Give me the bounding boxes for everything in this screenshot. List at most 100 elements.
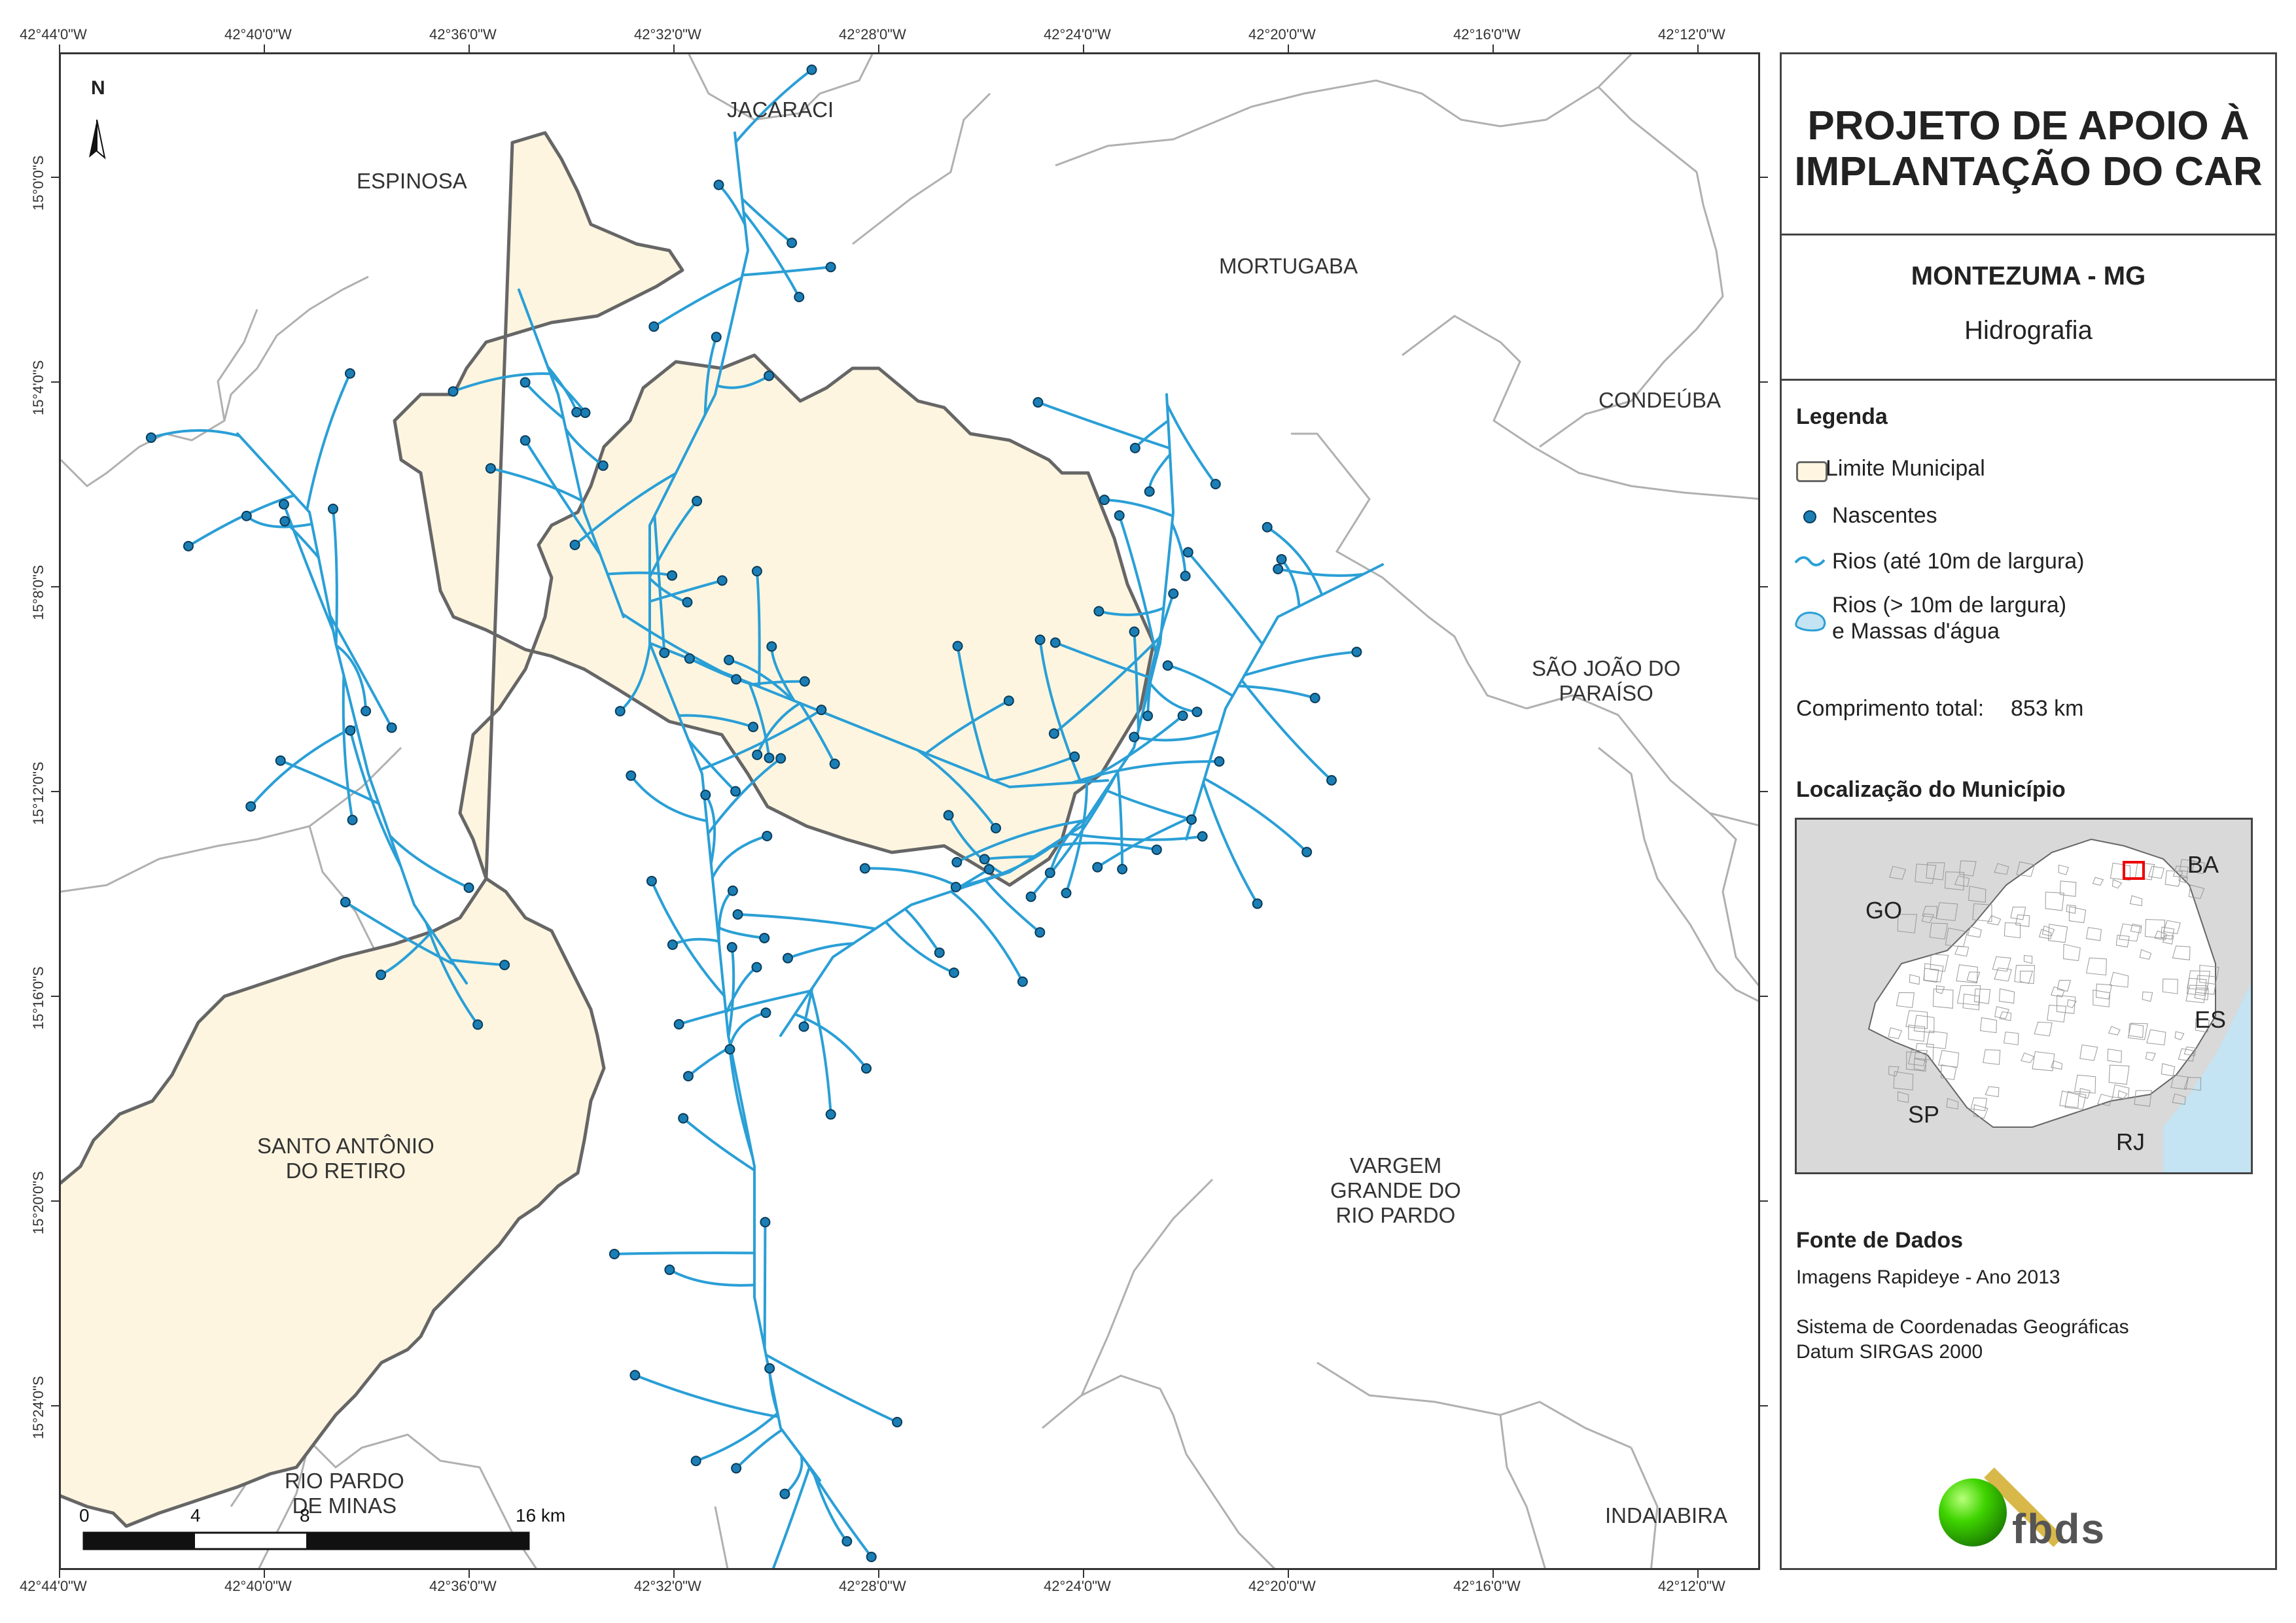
tick-label-bottom: 42°44'0"W <box>20 1578 87 1594</box>
tick-mark <box>1697 44 1699 52</box>
spring-point <box>860 1063 872 1074</box>
municipality-name: MONTEZUMA - MG <box>1911 262 2146 290</box>
spring-point <box>1114 510 1125 521</box>
municipality-cell <box>2016 861 2036 877</box>
spring-point <box>1099 495 1110 506</box>
river-line <box>652 276 743 328</box>
spring-point <box>806 64 817 75</box>
river-line <box>783 1454 804 1495</box>
municipality-cell <box>2093 989 2111 1007</box>
spring-point <box>646 875 657 886</box>
tick-mark <box>1760 381 1768 383</box>
neighbor-rio-pardo-de-minas: RIO PARDO DE MINAS <box>285 1469 404 1518</box>
municipality-cell <box>1922 905 1938 918</box>
municipality-cell <box>1979 1017 1998 1034</box>
river-line <box>947 814 1005 876</box>
tick-label-bottom: 42°16'0"W <box>1453 1578 1521 1594</box>
spring-point <box>1252 898 1263 909</box>
municipality-cell <box>2145 1051 2156 1061</box>
tick-label-top: 42°28'0"W <box>839 26 906 43</box>
tick-label-left: 15°16'0"S <box>30 966 46 1030</box>
spring-point <box>724 654 735 665</box>
river-line <box>1280 557 1301 608</box>
spring-point <box>520 377 531 388</box>
river-line <box>523 439 602 556</box>
spring-point <box>779 1488 790 1499</box>
state-label-ba: BA <box>2187 851 2219 878</box>
river-line <box>956 644 991 780</box>
legend-title: Legenda <box>1796 404 1888 429</box>
river-line <box>1171 522 1187 578</box>
tick-mark <box>1760 996 1768 997</box>
spring-point <box>1151 844 1162 855</box>
spring-point <box>664 1265 675 1276</box>
spring-point <box>759 932 770 943</box>
river-line <box>736 913 877 930</box>
municipality-cell <box>2119 923 2141 942</box>
spring-point <box>951 856 963 867</box>
river-line <box>771 1465 811 1568</box>
fbds-logo: fbds <box>1937 1433 2113 1552</box>
spring-point <box>1050 637 1061 648</box>
municipality-cell <box>1932 988 1954 1009</box>
spring-point <box>764 370 775 381</box>
spring-point <box>376 969 387 981</box>
spring-point <box>340 897 351 908</box>
spring-point <box>1197 831 1208 842</box>
neighbor-santo-antonio-line2: DO RETIRO <box>285 1159 406 1183</box>
spring-point <box>798 1021 809 1032</box>
municipality-cell <box>1905 1010 1928 1030</box>
map-canvas[interactable] <box>61 54 1760 1570</box>
mg-municipal-grid <box>1888 859 2219 1119</box>
tick-label-bottom: 42°36'0"W <box>429 1578 497 1594</box>
municipality-cell <box>2186 977 2207 996</box>
tick-mark <box>468 1570 470 1578</box>
tick-label-top: 42°16'0"W <box>1453 26 1521 43</box>
spring-point <box>1182 547 1193 558</box>
river-line <box>236 432 468 985</box>
spring-point <box>825 1109 836 1120</box>
neighbor-sao-joao-do-paraiso: SÃO JOÃO DO PARAÍSO <box>1532 656 1680 706</box>
location-map[interactable]: GO BA ES SP RJ <box>1795 818 2253 1174</box>
tick-mark <box>1760 586 1768 587</box>
municipality-cell <box>1959 860 1977 877</box>
spring-point <box>1326 775 1337 786</box>
tick-mark <box>673 44 675 52</box>
scale-label-4: 4 <box>190 1505 201 1526</box>
municipality-cell <box>1999 988 2015 1004</box>
municipality-cell <box>2015 915 2030 928</box>
scale-label-16km: 16 km <box>516 1505 566 1526</box>
spring-point <box>948 968 959 979</box>
river-line <box>629 774 709 822</box>
municipality-cell <box>2086 957 2107 975</box>
spring-point <box>241 510 252 521</box>
municipality-cell <box>2086 927 2102 941</box>
river-line <box>1053 641 1153 680</box>
tick-label-top: 42°12'0"W <box>1658 26 1725 43</box>
municipality-cell <box>2066 904 2076 915</box>
spring-point <box>1092 862 1103 873</box>
spring-points <box>145 64 1362 1562</box>
neighbor-sao-joao-line2: PARAÍSO <box>1559 681 1653 705</box>
river-line <box>1052 635 1163 735</box>
municipality-cell <box>2154 930 2167 941</box>
spring-point <box>275 755 286 766</box>
map-frame[interactable]: N JACARACI ESPINOSA MORTUGABA CONDEÚBA S… <box>59 52 1760 1570</box>
spring-point <box>345 725 356 736</box>
tick-mark <box>1760 177 1768 178</box>
river-line <box>716 374 771 389</box>
state-label-es: ES <box>2195 1006 2227 1033</box>
spring-point <box>727 885 738 896</box>
municipality-cell <box>2161 926 2175 940</box>
spring-point <box>1017 976 1028 987</box>
tick-label-bottom: 42°12'0"W <box>1658 1578 1725 1594</box>
river-line <box>328 614 393 729</box>
river-line <box>334 644 368 712</box>
municipality-cell <box>2059 881 2077 897</box>
river-line <box>489 466 584 502</box>
municipality-cell <box>1913 1058 1928 1072</box>
sources-title: Fonte de Dados <box>1796 1228 1964 1253</box>
tick-label-bottom: 42°20'0"W <box>1248 1578 1316 1594</box>
municipality-cell <box>2111 879 2123 889</box>
spring-point <box>183 540 194 551</box>
